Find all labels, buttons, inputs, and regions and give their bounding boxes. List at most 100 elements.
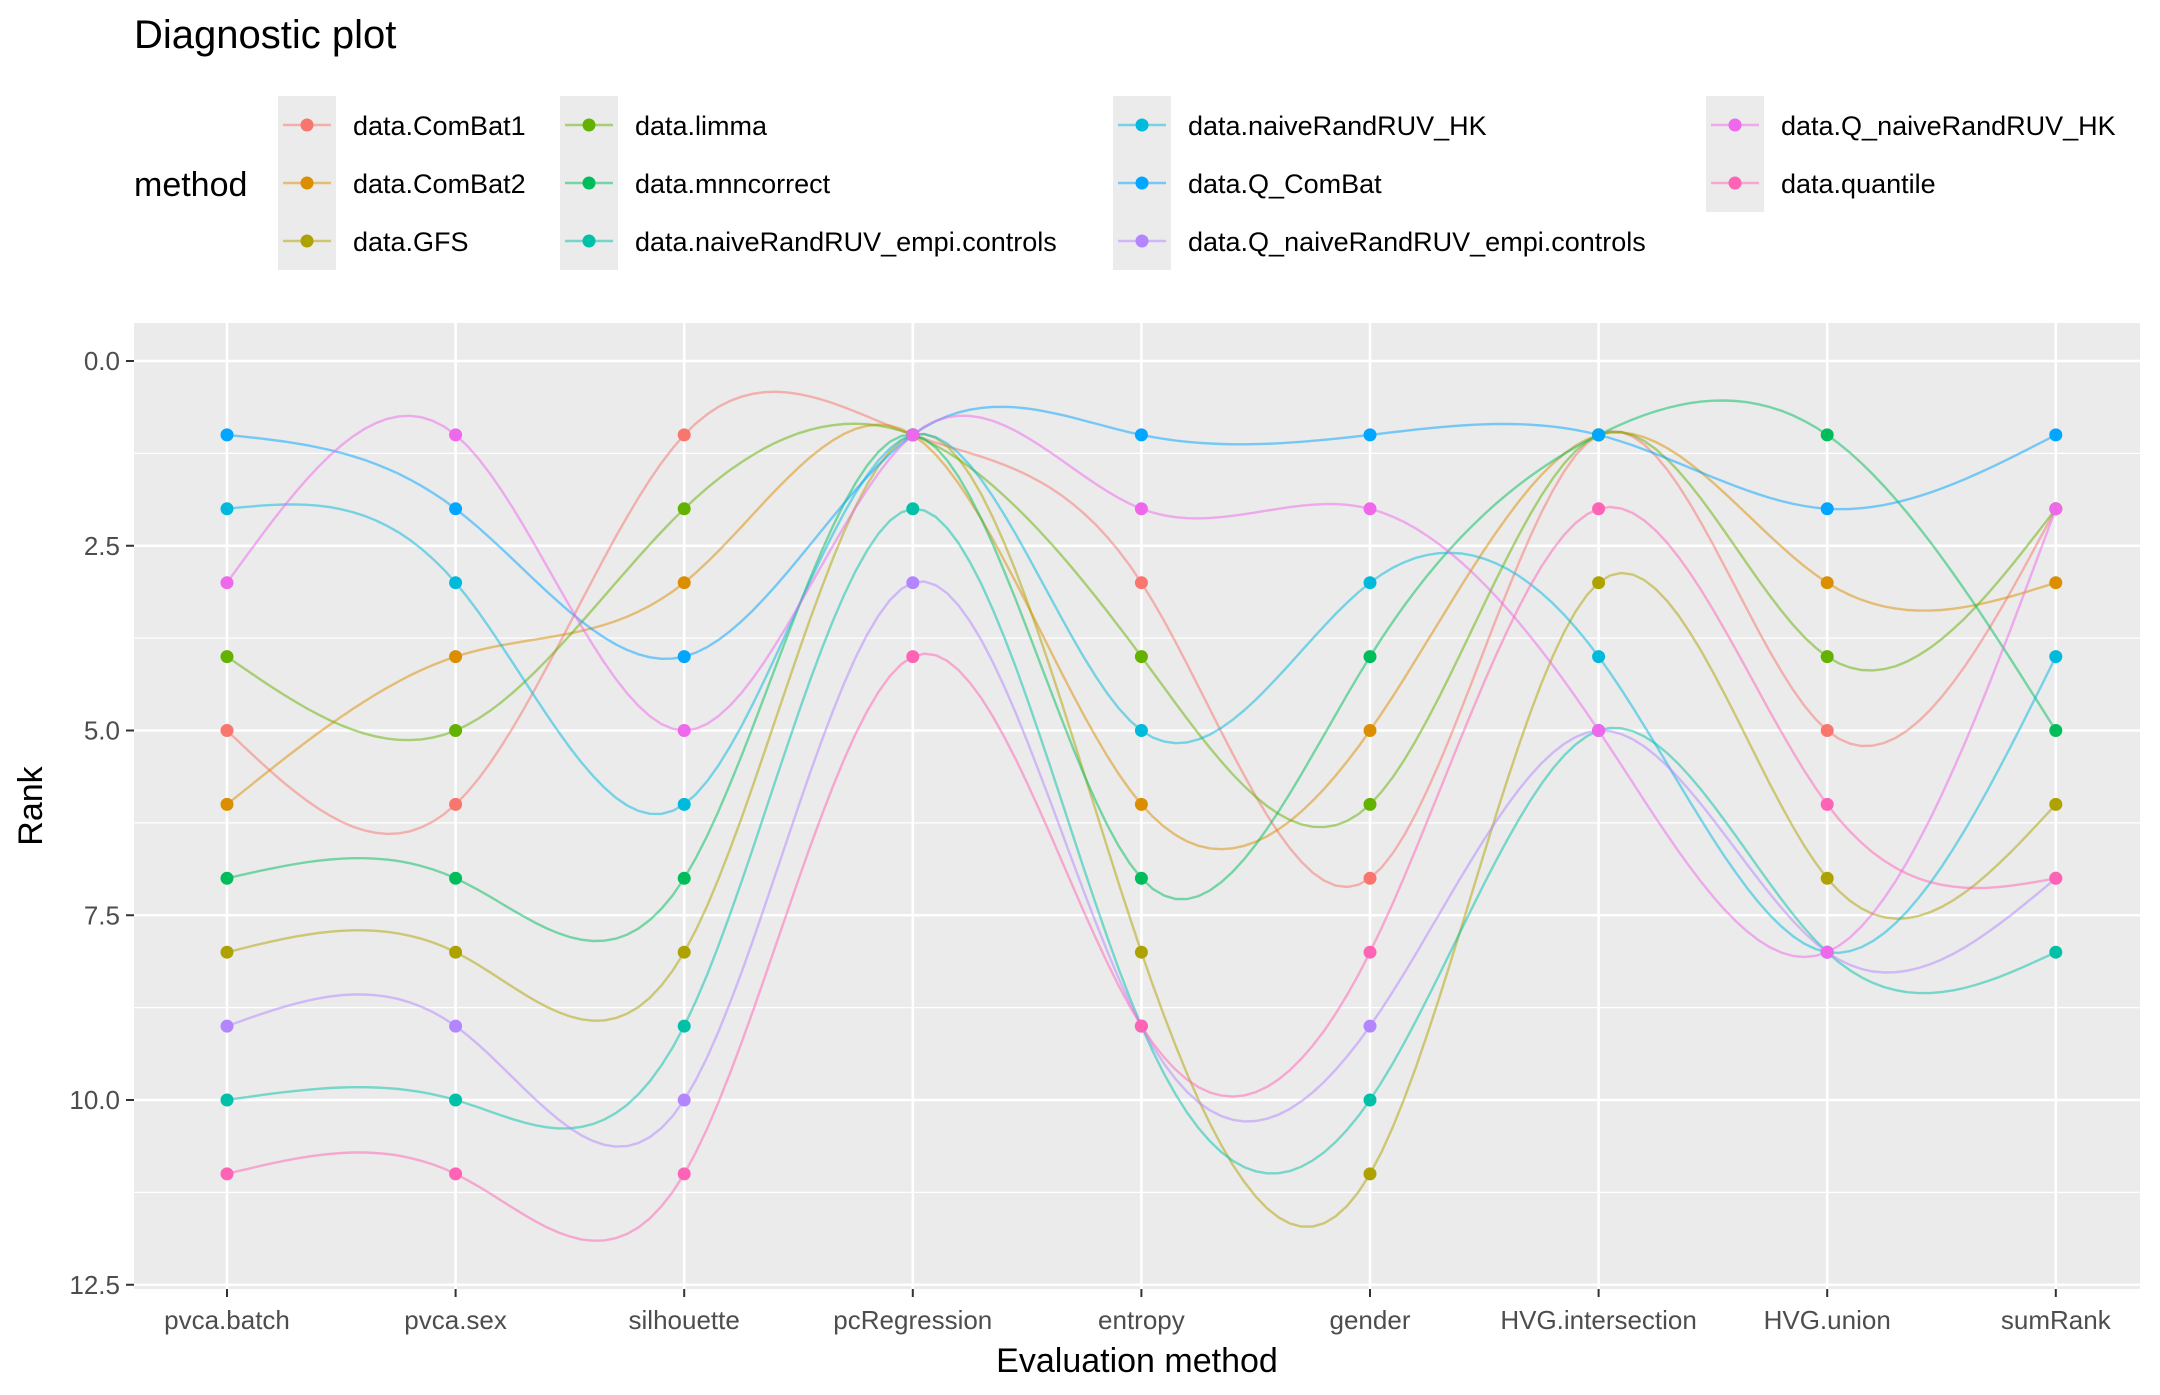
data-point-data-gfs (1820, 871, 1834, 885)
data-point-data-mnncorrect (1820, 428, 1834, 442)
data-point-data-mnncorrect (1134, 871, 1148, 885)
data-point-data-combat2 (677, 576, 691, 590)
x-tick-label: HVG.intersection (1500, 1305, 1697, 1335)
data-point-data-limma (1363, 797, 1377, 811)
legend-label: data.limma (635, 111, 768, 141)
x-axis: pvca.batch pvca.sex silhouette pcRegression… (164, 1289, 2112, 1335)
legend-label: data.Q_ComBat (1188, 169, 1382, 199)
data-point-data-mnncorrect (220, 871, 234, 885)
legend-item-data-combat2: data.ComBat2 (278, 154, 526, 212)
legend-title: method (134, 166, 247, 204)
data-point-data-limma (677, 502, 691, 516)
data-point-data-quantile (220, 1167, 234, 1181)
legend-label: data.GFS (353, 227, 469, 257)
data-point-data-combat1 (449, 797, 463, 811)
data-point-data-q-naiverandruv-hk (1592, 724, 1606, 737)
chart-title: Diagnostic plot (134, 13, 396, 57)
legend-key-point (1728, 118, 1742, 132)
data-point-data-gfs (1363, 1167, 1377, 1181)
data-point-data-quantile (449, 1167, 463, 1181)
data-point-data-combat2 (1363, 724, 1377, 737)
data-point-data-q-naiverandruv-hk (449, 428, 463, 442)
data-point-data-q-naiverandruv-hk (906, 428, 920, 442)
data-point-data-gfs (677, 945, 691, 959)
legend: method data.ComBat1 data.ComBat2 data.GFS d… (134, 96, 2116, 270)
legend-label: data.naiveRandRUV_HK (1188, 111, 1487, 141)
x-tick-label: entropy (1098, 1305, 1185, 1335)
legend-item-data-q-naiverandruv-hk: data.Q_naiveRandRUV_HK (1706, 96, 2116, 154)
data-point-data-combat1 (220, 724, 234, 737)
data-point-data-combat2 (449, 650, 463, 664)
data-point-data-combat1 (1363, 871, 1377, 885)
legend-key-point (582, 234, 596, 248)
data-point-data-q-naiverandruv-empi-controls (1363, 1019, 1377, 1033)
legend-label: data.Q_naiveRandRUV_empi.controls (1188, 227, 1646, 257)
data-point-data-naiverandruv-hk (1363, 576, 1377, 590)
legend-key-point (1728, 176, 1742, 190)
x-tick-label: HVG.union (1764, 1305, 1891, 1335)
data-point-data-q-combat (1363, 428, 1377, 442)
data-point-data-naiverandruv-empi-controls (677, 1019, 691, 1033)
legend-item-data-naiverandruv-empi-controls: data.naiveRandRUV_empi.controls (560, 212, 1057, 270)
data-point-data-naiverandruv-hk (220, 502, 234, 516)
data-point-data-q-combat (677, 650, 691, 664)
data-point-data-naiverandruv-empi-controls (1363, 1093, 1377, 1107)
data-point-data-naiverandruv-empi-controls (906, 502, 920, 516)
y-axis-title: Rank (12, 765, 50, 845)
data-point-data-naiverandruv-empi-controls (2049, 945, 2063, 959)
y-tick-label: 5.0 (84, 716, 120, 746)
data-point-data-naiverandruv-hk (677, 797, 691, 811)
series-points (220, 428, 2063, 1181)
data-point-data-q-naiverandruv-hk (677, 724, 691, 737)
data-point-data-mnncorrect (2049, 724, 2063, 737)
data-point-data-q-naiverandruv-hk (1363, 502, 1377, 516)
legend-label: data.ComBat2 (353, 169, 526, 199)
data-point-data-q-naiverandruv-hk (220, 576, 234, 590)
legend-label: data.naiveRandRUV_empi.controls (635, 227, 1057, 257)
data-point-data-mnncorrect (1363, 650, 1377, 664)
x-tick-label: pvca.sex (404, 1305, 507, 1335)
legend-key-point (1135, 176, 1149, 190)
data-point-data-quantile (677, 1167, 691, 1181)
data-point-data-combat2 (220, 797, 234, 811)
legend-item-data-combat1: data.ComBat1 (278, 96, 526, 154)
data-point-data-naiverandruv-empi-controls (220, 1093, 234, 1107)
x-tick-label: silhouette (629, 1305, 740, 1335)
data-point-data-limma (1820, 650, 1834, 664)
data-point-data-quantile (1820, 797, 1834, 811)
legend-label: data.quantile (1781, 169, 1936, 199)
data-point-data-combat2 (1134, 797, 1148, 811)
data-point-data-naiverandruv-empi-controls (449, 1093, 463, 1107)
x-tick-label: sumRank (2001, 1305, 2112, 1335)
legend-key-point (1135, 118, 1149, 132)
legend-item-data-naiverandruv-hk: data.naiveRandRUV_HK (1113, 96, 1487, 154)
data-point-data-limma (1134, 650, 1148, 664)
legend-key-point (582, 176, 596, 190)
data-point-data-quantile (1134, 1019, 1148, 1033)
data-point-data-gfs (220, 945, 234, 959)
legend-label: data.Q_naiveRandRUV_HK (1781, 111, 2116, 141)
legend-key-point (582, 118, 596, 132)
legend-item-data-q-naiverandruv-empi-controls: data.Q_naiveRandRUV_empi.controls (1113, 212, 1646, 270)
y-tick-label: 0.0 (84, 346, 120, 376)
legend-label: data.ComBat1 (353, 111, 526, 141)
data-point-data-q-naiverandruv-hk (1134, 502, 1148, 516)
data-point-data-q-combat (220, 428, 234, 442)
data-point-data-combat1 (1134, 576, 1148, 590)
data-point-data-q-naiverandruv-empi-controls (906, 576, 920, 590)
data-point-data-limma (220, 650, 234, 664)
data-point-data-combat2 (2049, 576, 2063, 590)
y-tick-label: 2.5 (84, 531, 120, 561)
legend-label: data.mnncorrect (635, 169, 831, 199)
legend-key-point (1135, 234, 1149, 248)
legend-item-data-mnncorrect: data.mnncorrect (560, 154, 831, 212)
y-tick-label: 7.5 (84, 900, 120, 930)
data-point-data-mnncorrect (677, 871, 691, 885)
data-point-data-naiverandruv-hk (2049, 650, 2063, 664)
data-point-data-gfs (449, 945, 463, 959)
data-point-data-naiverandruv-hk (449, 576, 463, 590)
data-point-data-q-combat (1134, 428, 1148, 442)
data-point-data-naiverandruv-hk (1592, 650, 1606, 664)
x-tick-label: pvca.batch (164, 1305, 290, 1335)
